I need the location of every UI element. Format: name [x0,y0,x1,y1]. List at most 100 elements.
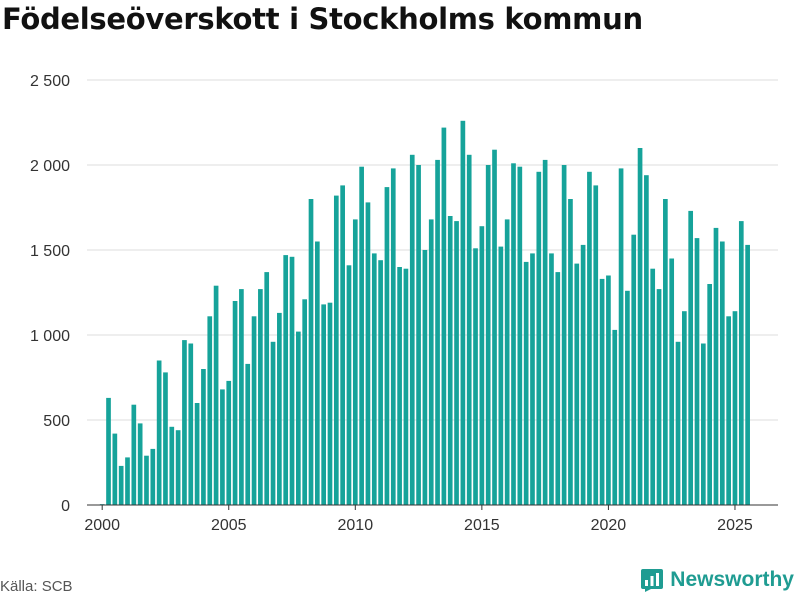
bar [694,238,700,505]
bar [201,369,206,505]
bar [365,202,371,505]
bar [118,465,124,505]
bar [106,397,111,505]
bar [188,343,194,505]
bar [631,234,637,505]
bar [435,159,440,505]
bar [144,455,149,505]
bar [270,341,276,505]
bar [688,210,694,505]
bar [492,149,497,505]
x-tick-label: 2025 [717,517,753,534]
bar [289,256,295,505]
bar [428,219,434,505]
bar [644,175,649,505]
bar [504,219,510,505]
bar [239,289,244,505]
bar [656,289,662,505]
x-tick-label: 2015 [464,517,500,534]
bar [663,199,668,505]
bar [384,187,390,505]
bar [454,221,459,505]
bar [700,343,706,505]
bar [175,430,181,505]
bar [314,241,320,505]
x-tick-label: 2020 [591,517,627,534]
y-tick-label: 1 500 [30,243,70,260]
bar [422,250,428,505]
bar [549,253,554,505]
page-title: Födelseöverskott i Stockholms kommun [2,2,643,36]
source-note: Källa: SCB [0,578,73,595]
bar [131,404,137,505]
bar [302,299,308,505]
bar [542,159,548,505]
bar [745,244,750,505]
bar [296,331,301,505]
bar [625,290,630,505]
y-axis-labels: 0 500 1 000 1 500 2 000 2 500 [30,73,70,515]
bar [713,227,719,505]
bar [245,363,251,505]
bar [530,253,535,505]
bar [650,268,656,505]
bar [403,268,409,505]
bar [555,272,561,505]
bar [485,165,491,505]
bar [738,221,744,505]
bar [587,171,592,506]
x-axis: 2000 2005 2010 2015 2020 2025 [84,504,778,534]
bar [473,248,478,506]
bar [283,255,289,505]
bar [346,265,352,505]
bar [258,289,263,505]
bar [371,253,377,505]
bar [536,171,542,506]
bar [606,275,611,505]
bar [125,457,130,505]
x-tick-label: 2010 [338,517,374,534]
bar [618,168,624,505]
bar [397,267,402,505]
y-tick-label: 500 [43,413,70,430]
bar [226,380,232,505]
bar [378,260,383,505]
y-tick-label: 2 500 [30,73,70,90]
bar [182,340,187,505]
bar [416,165,421,505]
bar [479,226,485,505]
bar [441,127,447,505]
bar [707,284,713,505]
bar [150,448,156,505]
y-tick-label: 0 [61,498,70,515]
bar [352,219,358,505]
bar [568,199,573,505]
bar [447,216,453,505]
bar [498,246,504,505]
bar [675,341,681,505]
bar [251,316,257,505]
bar [194,403,200,505]
bar [207,316,213,505]
bar [359,166,364,505]
bar [390,168,396,505]
bar [308,199,314,505]
bar [321,304,327,505]
bar [719,241,725,505]
y-tick-label: 1 000 [30,328,70,345]
bar [169,426,175,505]
bar [523,261,529,505]
newsworthy-logo-icon [641,569,664,592]
bar [264,272,270,505]
bar [333,195,339,505]
bar [561,165,567,505]
bar [220,389,225,505]
brand-logo: Newsworthy [640,568,794,592]
bar [732,311,738,505]
bar [517,166,523,505]
bar [277,312,282,505]
bar [466,154,472,506]
bar [580,244,586,505]
bar [511,163,516,506]
